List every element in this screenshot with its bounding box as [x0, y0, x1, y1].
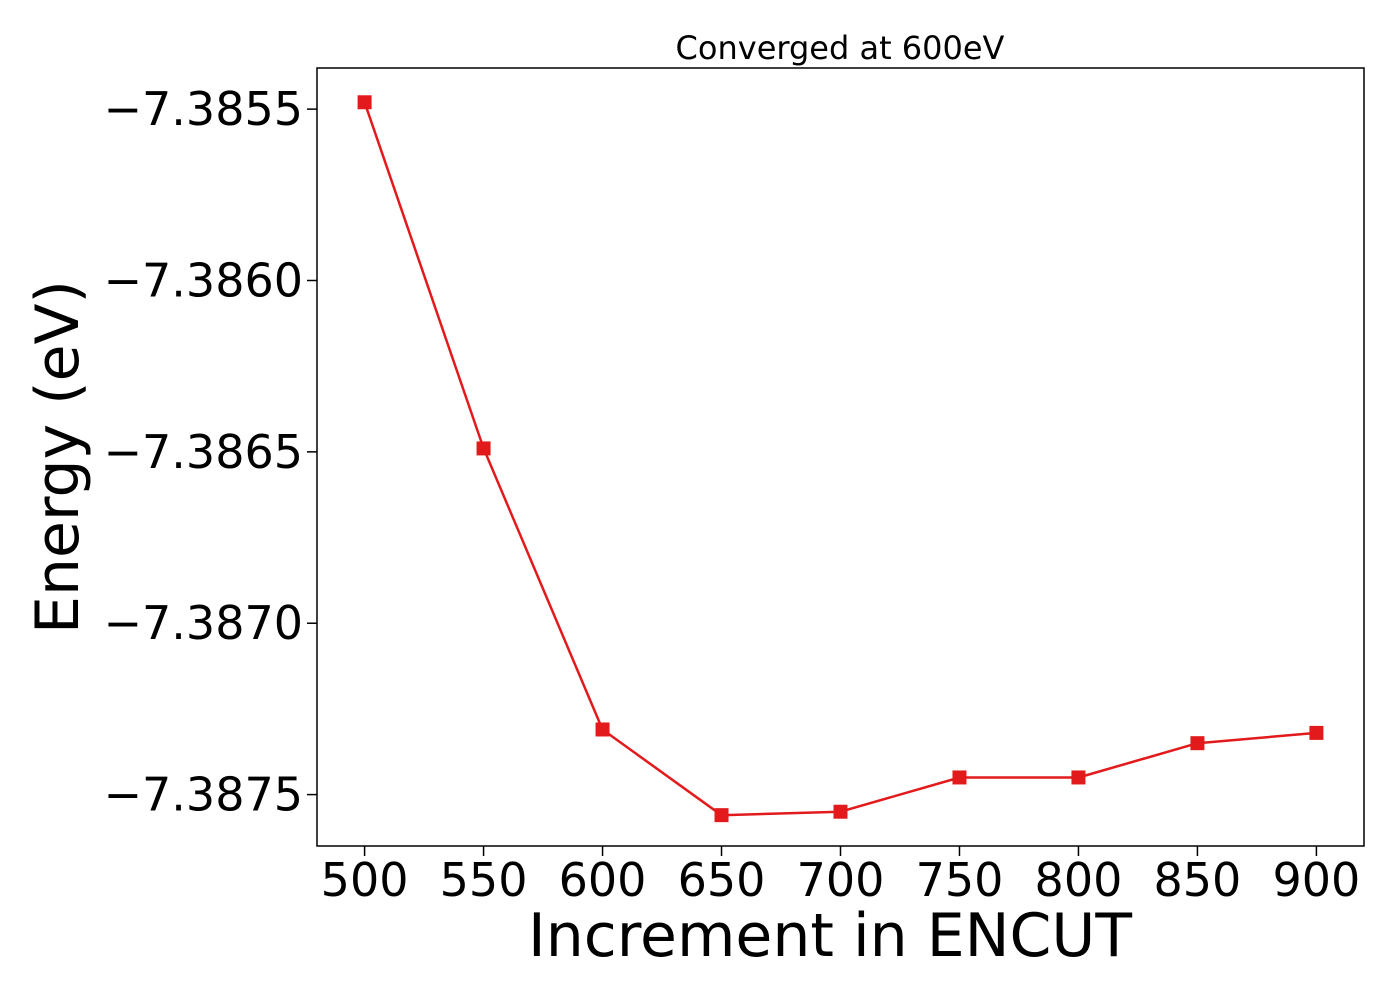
- x-tick-label: 600: [559, 853, 647, 907]
- y-tick-label: −7.3860: [104, 253, 304, 307]
- series-line: [363, 101, 1317, 817]
- y-tick-label: −7.3855: [104, 82, 304, 136]
- x-tick-label: 850: [1154, 853, 1242, 907]
- plot-frame: [316, 67, 1365, 847]
- data-point: [833, 804, 848, 819]
- data-point: [1071, 770, 1086, 785]
- chart-title: Converged at 600eV: [676, 29, 1005, 67]
- y-tick-label: −7.3870: [104, 596, 304, 650]
- data-point: [714, 808, 729, 823]
- x-tick-label: 750: [916, 853, 1004, 907]
- x-tick-label: 700: [797, 853, 885, 907]
- data-point: [1309, 725, 1324, 740]
- data-point: [1190, 736, 1205, 751]
- x-tick-label: 900: [1273, 853, 1361, 907]
- ticks: 500 550 600 650 700 750 800 850 900 −7.3855 −7.386…: [104, 82, 1361, 907]
- x-axis-label: Increment in ENCUT: [528, 901, 1132, 971]
- series-layer: [357, 95, 1324, 823]
- x-tick-label: 650: [678, 853, 766, 907]
- data-point: [476, 441, 491, 456]
- data-point: [357, 95, 372, 110]
- y-axis-label: Energy (eV): [23, 280, 93, 634]
- x-tick-label: 500: [321, 853, 409, 907]
- x-tick-label: 800: [1035, 853, 1123, 907]
- y-tick-label: −7.3875: [104, 768, 304, 822]
- y-tick-label: −7.3865: [104, 425, 304, 479]
- data-point: [952, 770, 967, 785]
- data-point: [595, 722, 610, 737]
- x-tick-label: 550: [440, 853, 528, 907]
